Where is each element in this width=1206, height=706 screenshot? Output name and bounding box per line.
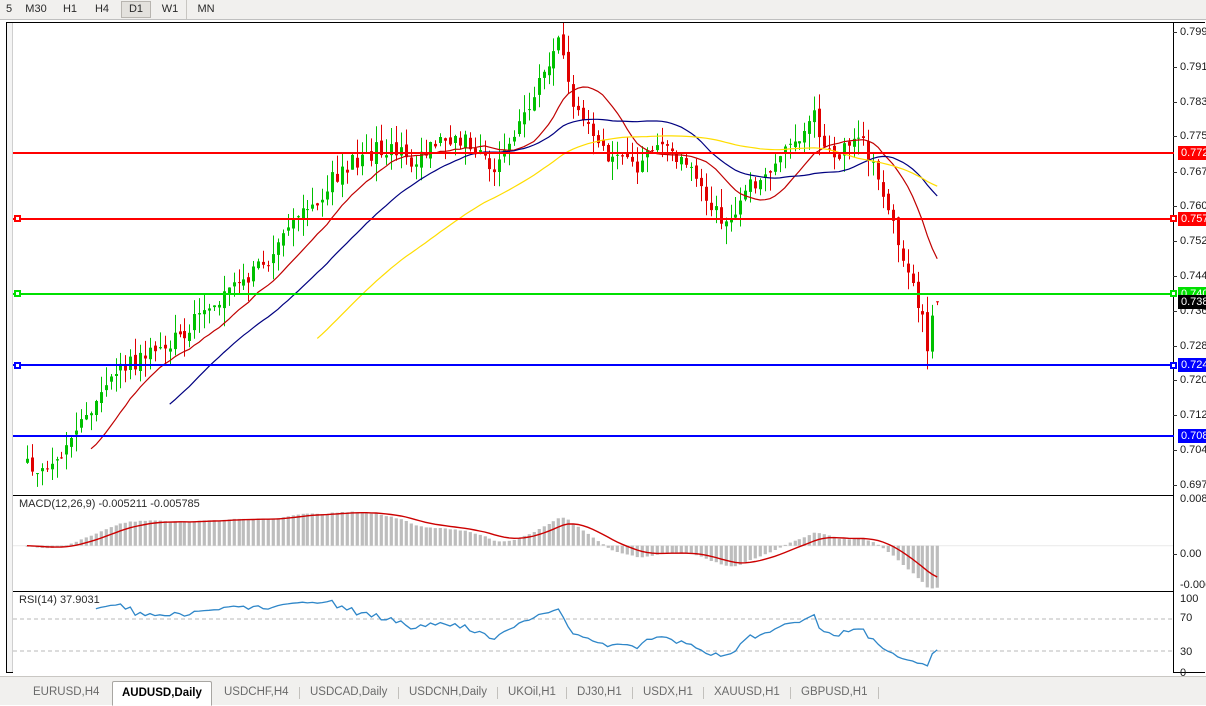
- chart-tab-ukoil-h1[interactable]: UKOil,H1: [508, 686, 556, 698]
- timeframe-toolbar: 5 M30 H1 H4 D1 W1 MN: [0, 0, 1206, 20]
- rsi-tick-label: 100: [1180, 593, 1199, 605]
- price-tick: [1173, 67, 1177, 69]
- macd-label: MACD(12,26,9) -0.005211 -0.005785: [19, 498, 200, 510]
- level-line[interactable]: [13, 434, 1174, 437]
- price-tick: [1173, 450, 1177, 452]
- chart-tab-eurusd-h4[interactable]: EURUSD,H4: [33, 686, 100, 698]
- timeframe-button-h1[interactable]: H1: [62, 3, 78, 15]
- price-tick-label: 0.76780: [1180, 165, 1206, 178]
- tab-separator: [703, 687, 704, 699]
- timeframe-button-5[interactable]: 5: [5, 3, 13, 15]
- level-line-anchor[interactable]: [1170, 215, 1177, 223]
- chart-tab-usdchf-h4[interactable]: USDCHF,H4: [224, 686, 289, 698]
- chart-vertical-scrollbar[interactable]: [7, 23, 13, 672]
- price-tick: [1173, 240, 1177, 242]
- timeframe-button-m30[interactable]: M30: [25, 3, 47, 15]
- tab-separator: [398, 687, 399, 699]
- rsi-label: RSI(14) 37.9031: [19, 594, 100, 606]
- tab-separator: [299, 687, 300, 699]
- macd-tick-label: 0.00: [1180, 548, 1202, 560]
- rsi-pane-separator: [13, 591, 1173, 592]
- price-tick: [1173, 310, 1177, 312]
- price-tick: [1173, 484, 1177, 486]
- price-tick-label: 0.72060: [1180, 374, 1206, 387]
- candlestick-plot: [26, 23, 939, 487]
- macd-pane[interactable]: [13, 496, 1173, 591]
- macd-zero-tick: [1173, 554, 1177, 555]
- timeframe-button-mn[interactable]: MN: [197, 3, 215, 15]
- price-pane[interactable]: [13, 23, 1173, 495]
- price-tick: [1173, 380, 1177, 382]
- chart-tab-usdx-h1[interactable]: USDX,H1: [643, 686, 693, 698]
- rsi-tick-label: 0: [1180, 667, 1187, 679]
- price-tick-label: 0.74420: [1180, 270, 1206, 283]
- price-scale[interactable]: 0.79940 0.79140 0.78360 0.77580 0.76780 0.760…: [1173, 23, 1206, 679]
- level-line[interactable]: [13, 364, 1174, 367]
- rsi-plot: [13, 599, 1173, 667]
- rsi-tick-label: 70: [1180, 612, 1193, 624]
- price-scale-border: [1173, 23, 1174, 672]
- chart-tab-gbpusd-h1[interactable]: GBPUSD,H1: [801, 686, 868, 698]
- price-tick: [1173, 136, 1177, 138]
- level-line[interactable]: [13, 217, 1174, 220]
- timeframe-button-h4[interactable]: H4: [94, 3, 110, 15]
- level-line-anchor[interactable]: [1170, 290, 1177, 298]
- price-label-support[interactable]: 0.70807: [1178, 428, 1206, 443]
- macd-tick-label: -0.00697: [1180, 579, 1206, 591]
- chart-frame: ▲AUDUSD,Daily0.73848 0.73851 0.73762 0.7…: [6, 22, 1206, 695]
- price-tick: [1173, 101, 1177, 103]
- timeframe-group: 5 M30 H1 H4 D1 W1 MN: [0, 0, 215, 19]
- price-tick-label: 0.78360: [1180, 95, 1206, 108]
- price-tick: [1173, 31, 1177, 33]
- level-line-anchor[interactable]: [14, 290, 21, 298]
- level-line-anchor[interactable]: [14, 361, 21, 369]
- level-line-anchor[interactable]: [1170, 361, 1177, 369]
- price-tick: [1173, 276, 1177, 278]
- tab-separator: [878, 687, 879, 699]
- price-label-resistance[interactable]: 0.75712: [1178, 211, 1206, 226]
- price-tick-label: 0.76000: [1180, 200, 1206, 213]
- macd-plot: [13, 511, 1173, 589]
- price-label-last-price[interactable]: 0.73831: [1178, 295, 1206, 310]
- price-tick-label: 0.79940: [1180, 25, 1206, 38]
- price-tick-label: 0.79140: [1180, 61, 1206, 74]
- price-tick-label: 0.69700: [1180, 478, 1206, 491]
- timeframe-button-d1[interactable]: D1: [121, 1, 151, 18]
- tab-separator: [790, 687, 791, 699]
- price-label-support[interactable]: 0.72402: [1178, 358, 1206, 373]
- macd-pane-separator: [13, 495, 1173, 496]
- tab-separator: [497, 687, 498, 699]
- chart-tab-xauusd-h1[interactable]: XAUUSD,H1: [714, 686, 780, 698]
- tab-separator: [566, 687, 567, 699]
- tab-separator: [632, 687, 633, 699]
- chart-tab-dj30-h1[interactable]: DJ30,H1: [577, 686, 622, 698]
- chart-tab-audusd-daily[interactable]: AUDUSD,Daily: [112, 681, 212, 706]
- rsi-tick-label: 30: [1180, 646, 1193, 658]
- price-tick-label: 0.71280: [1180, 408, 1206, 421]
- level-line[interactable]: [13, 151, 1174, 154]
- price-tick: [1173, 206, 1177, 208]
- level-line[interactable]: [13, 292, 1174, 295]
- price-tick-label: 0.77580: [1180, 130, 1206, 143]
- rsi-pane[interactable]: [13, 592, 1173, 678]
- price-label-resistance[interactable]: 0.77212: [1178, 145, 1206, 160]
- level-line-anchor[interactable]: [14, 215, 21, 223]
- price-tick: [1173, 171, 1177, 173]
- price-tick: [1173, 414, 1177, 416]
- chart-tab-usdcad-daily[interactable]: USDCAD,Daily: [310, 686, 388, 698]
- price-tick-label: 0.72840: [1180, 339, 1206, 352]
- timeframe-button-w1[interactable]: W1: [161, 3, 179, 15]
- macd-tick-label: 0.00890: [1180, 493, 1206, 505]
- price-tick: [1173, 345, 1177, 347]
- chart-tab-bar: EURUSD,H4 AUDUSD,Daily USDCHF,H4 USDCAD,Dai…: [0, 676, 1206, 706]
- price-tick-label: 0.70480: [1180, 444, 1206, 457]
- price-tick-label: 0.75220: [1180, 234, 1206, 247]
- chart-tab-usdcnh-daily[interactable]: USDCNH,Daily: [409, 686, 487, 698]
